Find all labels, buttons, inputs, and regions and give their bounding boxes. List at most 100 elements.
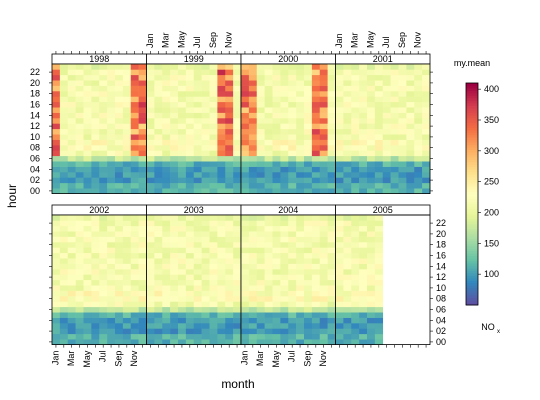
- heat-cell: [178, 290, 187, 297]
- heat-cell: [374, 279, 384, 286]
- heat-cell: [52, 323, 61, 329]
- heat-cell: [304, 296, 313, 302]
- heat-cell: [217, 252, 226, 259]
- heat-cell: [359, 139, 368, 146]
- heat-cell: [59, 155, 69, 162]
- heat-cell: [52, 80, 61, 86]
- heat-cell: [343, 80, 352, 86]
- heat-cell: [138, 333, 147, 340]
- heat-cell: [225, 279, 234, 286]
- heat-cell: [304, 258, 313, 264]
- heat-cell: [382, 145, 391, 151]
- heat-cell: [130, 258, 139, 264]
- heat-cell: [280, 258, 289, 264]
- heat-cell: [99, 263, 108, 270]
- heat-cell: [272, 258, 281, 264]
- heat-cell: [115, 107, 124, 113]
- heat-cell: [225, 139, 234, 146]
- heat-cell: [241, 339, 250, 345]
- heat-cell: [359, 161, 368, 167]
- heat-cell: [311, 333, 321, 340]
- heat-cell: [217, 323, 226, 329]
- bottom-month-label: Sep: [302, 351, 312, 367]
- heat-cell: [382, 166, 391, 173]
- heat-cell: [241, 112, 250, 119]
- key-tick-label: 300: [484, 146, 499, 156]
- heat-cell: [225, 118, 234, 124]
- heat-cell: [233, 134, 242, 140]
- heat-cell: [390, 188, 399, 194]
- heat-cell: [327, 80, 336, 86]
- heat-cell: [272, 231, 281, 237]
- heat-cell: [335, 85, 344, 92]
- heat-cell: [185, 220, 195, 227]
- heat-cell: [343, 161, 352, 167]
- heat-cell: [185, 301, 195, 308]
- heat-cell: [351, 91, 360, 97]
- heat-cell: [335, 128, 344, 135]
- heat-cell: [319, 215, 328, 221]
- heat-cell: [201, 69, 210, 76]
- heat-cell: [154, 123, 163, 130]
- heat-cell: [264, 150, 273, 157]
- heat-cell: [343, 145, 352, 151]
- heat-cell: [304, 101, 313, 108]
- heat-cell: [146, 123, 155, 130]
- heat-cell: [107, 80, 116, 86]
- heat-cell: [67, 317, 76, 324]
- heat-cell: [162, 64, 171, 70]
- heat-cell: [241, 101, 250, 108]
- heat-cell: [233, 220, 242, 227]
- panel-2002: 2002: [51, 204, 147, 346]
- heat-cell: [146, 269, 155, 275]
- heat-cell: [99, 333, 108, 340]
- heat-cell: [327, 328, 336, 335]
- heat-cell: [91, 74, 100, 81]
- heat-cell: [241, 236, 250, 243]
- key-swatch: [466, 171, 478, 175]
- heat-cell: [288, 85, 297, 92]
- heat-cell: [319, 101, 328, 108]
- heat-cell: [280, 225, 289, 232]
- heat-cell: [178, 134, 187, 140]
- heat-cell: [382, 85, 391, 92]
- heat-cell: [296, 236, 305, 243]
- heat-cell: [209, 306, 218, 313]
- heat-cell: [52, 236, 61, 243]
- heat-cell: [122, 177, 132, 184]
- heat-cell: [272, 161, 281, 167]
- heat-cell: [115, 317, 124, 324]
- heat-cell: [382, 112, 391, 119]
- heat-cell: [304, 96, 313, 103]
- heat-cell: [359, 242, 368, 248]
- heat-cell: [233, 145, 242, 151]
- heat-cell: [288, 74, 297, 81]
- heat-cell: [122, 101, 132, 108]
- heat-cell: [390, 177, 399, 184]
- heat-cell: [241, 80, 250, 86]
- heat-cell: [91, 242, 100, 248]
- heat-cell: [67, 258, 76, 264]
- heat-cell: [367, 274, 376, 281]
- heat-cell: [382, 139, 391, 146]
- heat-cell: [91, 172, 100, 178]
- heat-cell: [327, 85, 336, 92]
- heat-cell: [241, 312, 250, 318]
- heat-cell: [67, 188, 76, 194]
- top-month-label: Mar: [161, 32, 171, 48]
- heat-cell: [67, 225, 76, 232]
- heat-cell: [91, 301, 100, 308]
- heat-cell: [398, 139, 407, 146]
- heat-cell: [138, 166, 147, 173]
- heat-cell: [209, 317, 218, 324]
- heat-cell: [59, 290, 69, 297]
- key-swatch: [466, 208, 478, 212]
- heat-cell: [193, 333, 202, 340]
- heat-cell: [59, 312, 69, 318]
- heat-cell: [343, 85, 352, 92]
- heat-cell: [130, 312, 139, 318]
- heat-cell: [99, 296, 108, 302]
- heat-cell: [75, 118, 84, 124]
- heat-cell: [343, 69, 352, 76]
- heat-cell: [241, 85, 250, 92]
